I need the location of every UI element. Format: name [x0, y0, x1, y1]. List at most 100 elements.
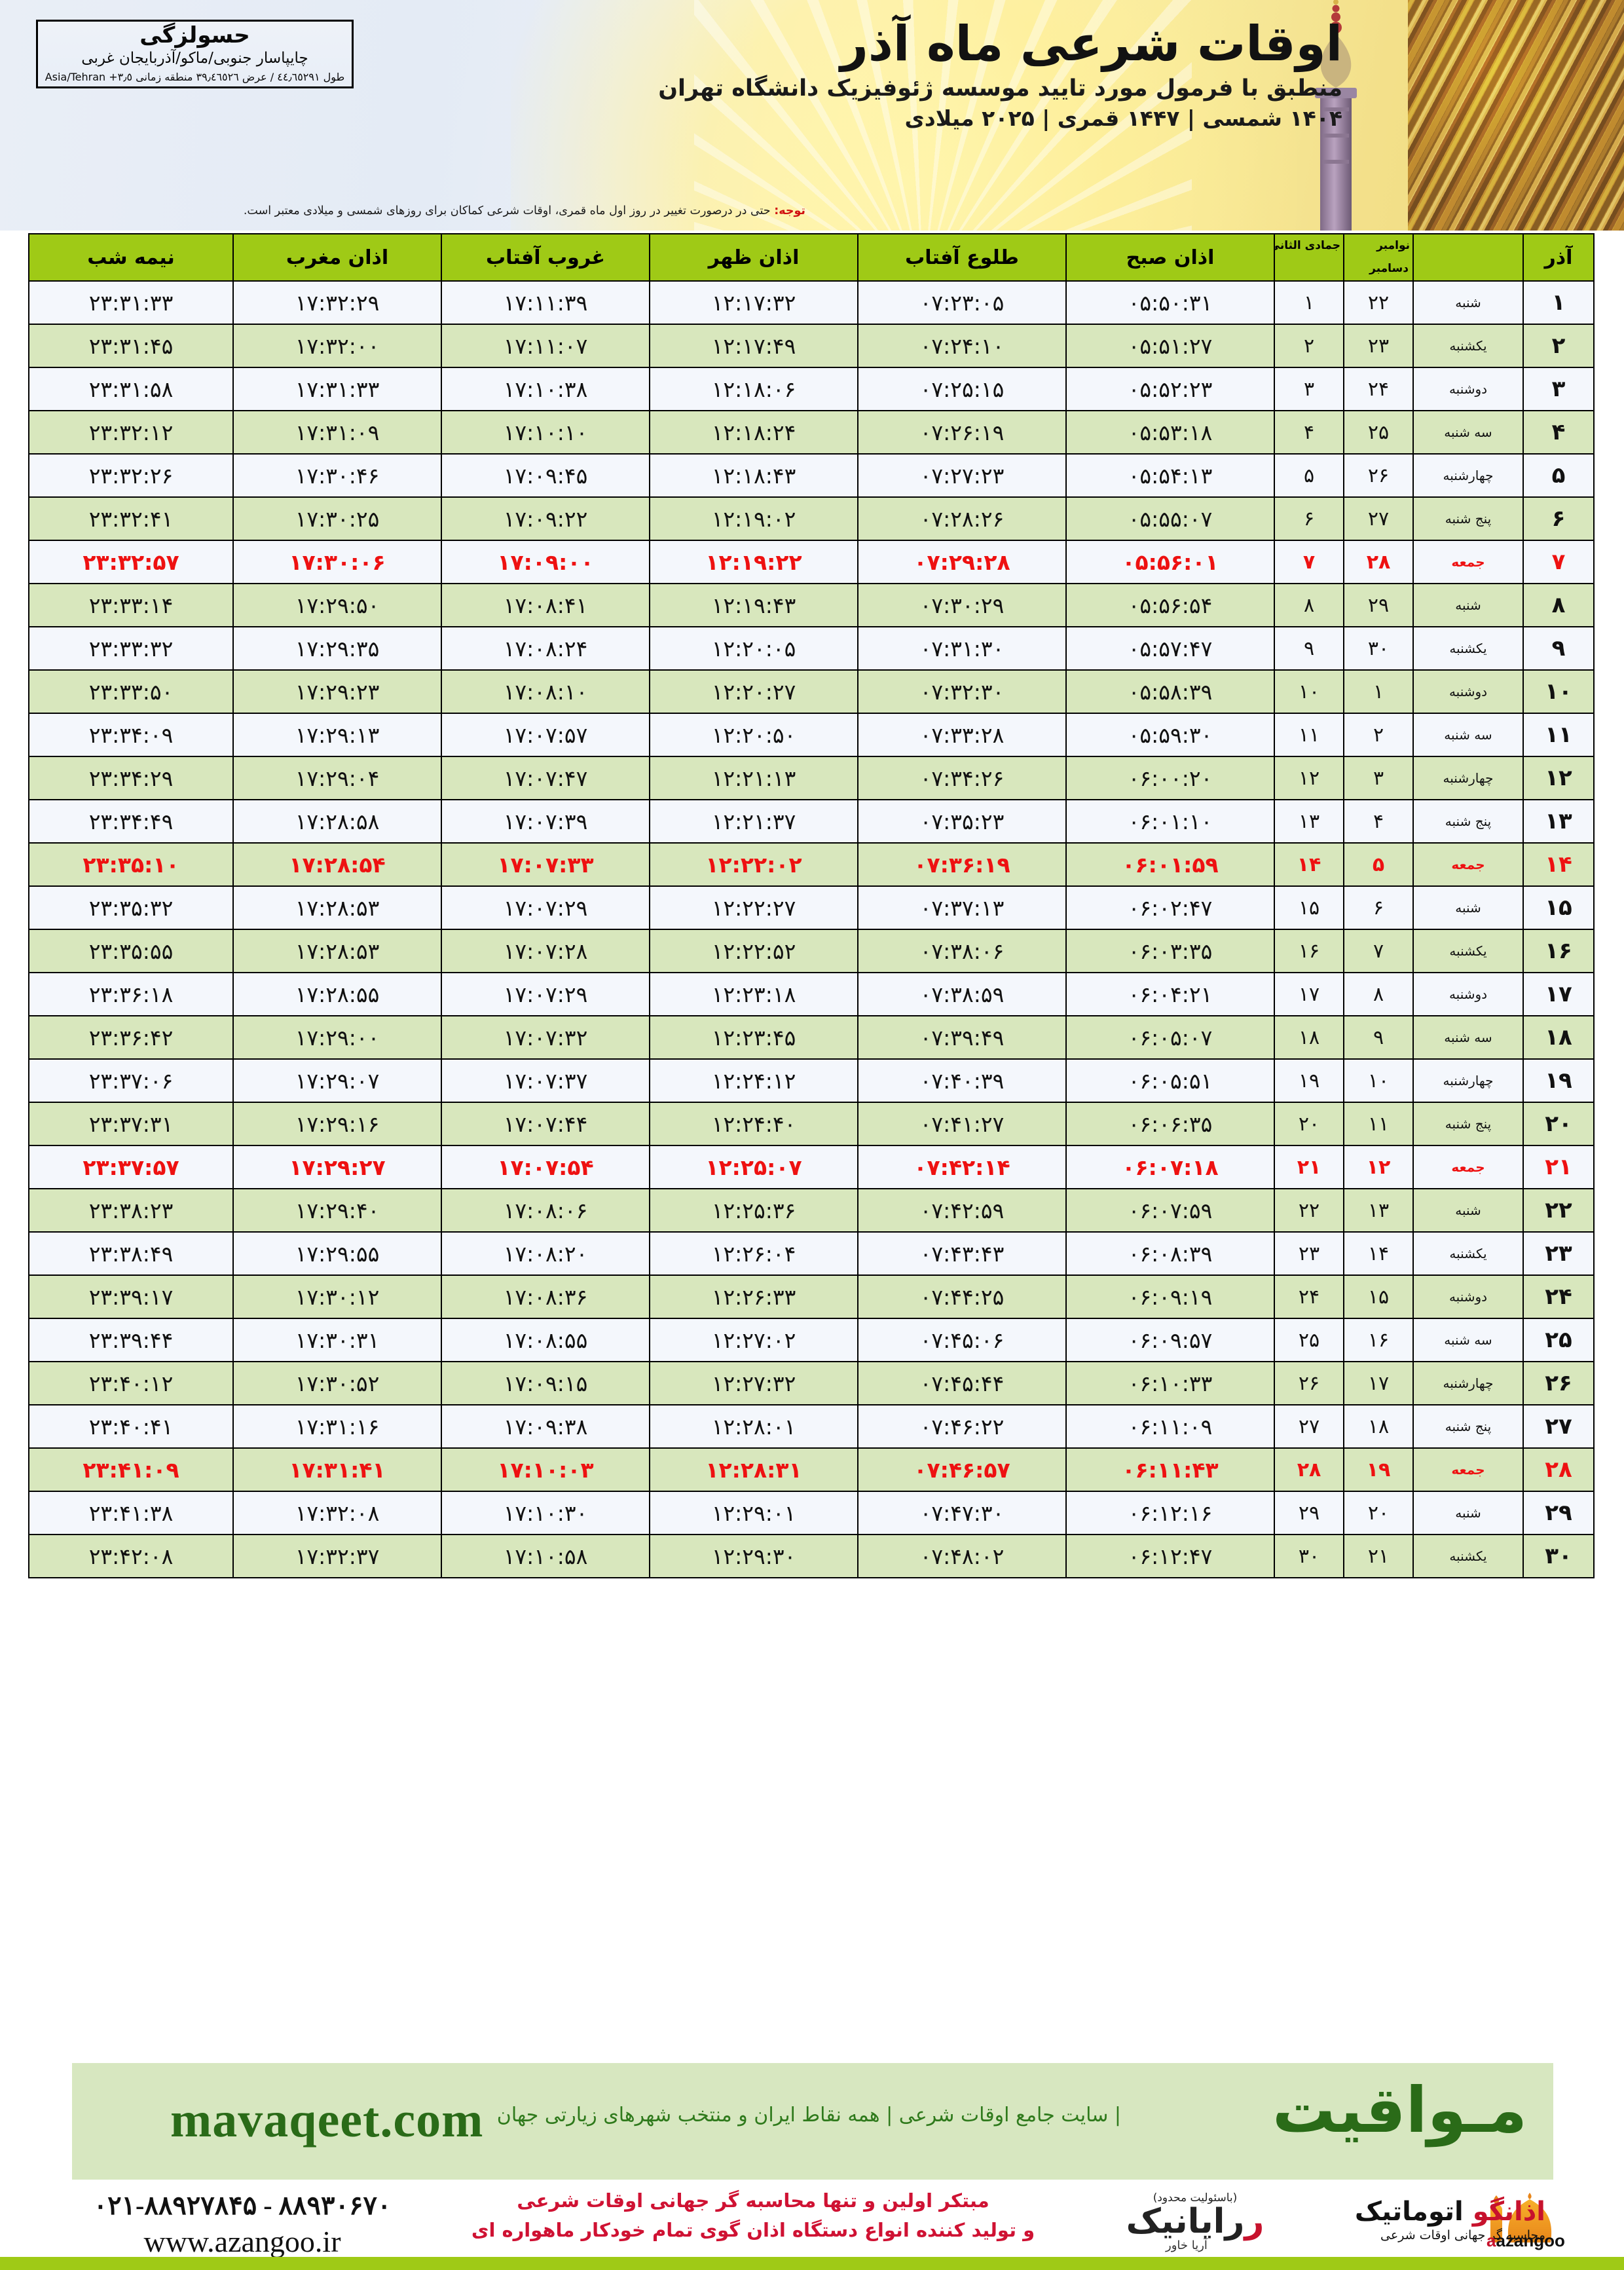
cell-weekday: سه شنبه — [1412, 713, 1524, 757]
cell-sunset: ۱۷:۰۷:۳۷ — [441, 1058, 650, 1103]
footer-website[interactable]: www.azangoo.ir — [143, 2225, 341, 2258]
cell-weekday: جمعه — [1412, 1447, 1524, 1492]
footer-slogan: مبتکر اولین و تنها محاسبه گر جهانی اوقات… — [458, 2186, 1048, 2245]
cell-noon: ۱۲:۲۵:۳۶ — [649, 1188, 858, 1233]
azangoo-logo: اذانگو اتوماتیک محاسبه گر جهانی اوقات شر… — [1323, 2189, 1585, 2254]
cell-noon: ۱۲:۲۲:۰۲ — [649, 842, 858, 887]
cell-noon: ۱۲:۲۹:۰۱ — [649, 1491, 858, 1535]
cell-azar-day: ۲۶ — [1522, 1361, 1595, 1405]
col-header-noon: اذان ظهر — [649, 233, 858, 282]
cell-maghrib: ۱۷:۳۰:۰۶ — [232, 540, 442, 584]
cell-noon: ۱۲:۲۴:۱۲ — [649, 1058, 858, 1103]
cell-fajr: ۰۶:۰۰:۲۰ — [1065, 756, 1275, 800]
cell-maghrib: ۱۷:۳۱:۱۶ — [232, 1404, 442, 1449]
minaret-icon — [1315, 0, 1357, 231]
cell-sunset: ۱۷:۰۷:۲۹ — [441, 972, 650, 1016]
cell-hijri-day: ۴ — [1274, 410, 1344, 455]
cell-gregorian-day: ۱۱ — [1343, 1102, 1414, 1146]
cell-hijri-day: ۱۲ — [1274, 756, 1344, 800]
cell-hijri-day: ۷ — [1274, 540, 1344, 584]
cell-sunset: ۱۷:۱۰:۰۳ — [441, 1447, 650, 1492]
cell-azar-day: ۱۳ — [1522, 799, 1595, 844]
cell-maghrib: ۱۷:۲۹:۱۶ — [232, 1102, 442, 1146]
cell-noon: ۱۲:۱۷:۳۲ — [649, 280, 858, 325]
cell-sunrise: ۰۷:۴۴:۲۵ — [857, 1275, 1067, 1319]
cell-sunset: ۱۷:۰۷:۵۷ — [441, 713, 650, 757]
cell-sunset: ۱۷:۱۰:۳۸ — [441, 367, 650, 411]
cell-gregorian-day: ۱۳ — [1343, 1188, 1414, 1233]
cell-maghrib: ۱۷:۳۲:۰۸ — [232, 1491, 442, 1535]
cell-azar-day: ۱۸ — [1522, 1015, 1595, 1060]
cell-noon: ۱۲:۲۶:۰۴ — [649, 1231, 858, 1276]
cell-azar-day: ۲۱ — [1522, 1145, 1595, 1189]
cell-sunrise: ۰۷:۳۶:۱۹ — [857, 842, 1067, 887]
cell-azar-day: ۲ — [1522, 324, 1595, 368]
cell-maghrib: ۱۷:۲۹:۲۷ — [232, 1145, 442, 1189]
cell-midnight: ۲۳:۴۱:۰۹ — [28, 1447, 234, 1492]
cell-hijri-day: ۲ — [1274, 324, 1344, 368]
cell-azar-day: ۷ — [1522, 540, 1595, 584]
cell-gregorian-day: ۳ — [1343, 756, 1414, 800]
cell-azar-day: ۴ — [1522, 410, 1595, 455]
cell-gregorian-day: ۹ — [1343, 1015, 1414, 1060]
cell-fajr: ۰۶:۰۶:۳۵ — [1065, 1102, 1275, 1146]
cell-maghrib: ۱۷:۲۹:۲۳ — [232, 669, 442, 714]
cell-sunrise: ۰۷:۳۱:۳۰ — [857, 626, 1067, 671]
cell-azar-day: ۵ — [1522, 453, 1595, 498]
brand-domain[interactable]: mavaqeet.com — [170, 2093, 484, 2148]
cell-weekday: شنبه — [1412, 1188, 1524, 1233]
cell-midnight: ۲۳:۳۳:۱۴ — [28, 583, 234, 627]
cell-hijri-day: ۱۹ — [1274, 1058, 1344, 1103]
cell-noon: ۱۲:۲۳:۴۵ — [649, 1015, 858, 1060]
col-header-midnight: نیمه شب — [28, 233, 234, 282]
cell-fajr: ۰۶:۰۹:۱۹ — [1065, 1275, 1275, 1319]
cell-weekday: شنبه — [1412, 1491, 1524, 1535]
cell-weekday: دوشنبه — [1412, 1275, 1524, 1319]
rayanic-logo: (باسئولیت محدود) ررایانیک آریا خاور — [1087, 2191, 1303, 2252]
table-row: ۱۰ دوشنبه ۱ ۱۰ ۰۵:۵۸:۳۹ ۰۷:۳۲:۳۰ ۱۲:۲۰:۲۷ ۱۷:۰۸… — [28, 669, 1595, 714]
cell-fajr: ۰۶:۰۸:۳۹ — [1065, 1231, 1275, 1276]
cell-noon: ۱۲:۱۸:۰۶ — [649, 367, 858, 411]
cell-azar-day: ۱۴ — [1522, 842, 1595, 887]
cell-azar-day: ۲۸ — [1522, 1447, 1595, 1492]
cell-azar-day: ۲۴ — [1522, 1275, 1595, 1319]
cell-gregorian-day: ۲۵ — [1343, 410, 1414, 455]
cell-gregorian-day: ۲۰ — [1343, 1491, 1414, 1535]
cell-sunset: ۱۷:۰۷:۳۳ — [441, 842, 650, 887]
table-row: ۱۸ سه شنبه ۹ ۱۸ ۰۶:۰۵:۰۷ ۰۷:۳۹:۴۹ ۱۲:۲۳:۴۵ ۱۷:۰… — [28, 1015, 1595, 1060]
table-row: ۲۱ جمعه ۱۲ ۲۱ ۰۶:۰۷:۱۸ ۰۷:۴۲:۱۴ ۱۲:۲۵:۰۷ ۱۷:۰۷:… — [28, 1145, 1595, 1189]
table-row: ۲۰ پنج شنبه ۱۱ ۲۰ ۰۶:۰۶:۳۵ ۰۷:۴۱:۲۷ ۱۲:۲۴:۴۰ ۱۷… — [28, 1102, 1595, 1146]
cell-maghrib: ۱۷:۳۲:۳۷ — [232, 1534, 442, 1578]
cell-maghrib: ۱۷:۳۲:۲۹ — [232, 280, 442, 325]
cell-sunset: ۱۷:۰۷:۵۴ — [441, 1145, 650, 1189]
cell-noon: ۱۲:۲۰:۵۰ — [649, 713, 858, 757]
cell-fajr: ۰۶:۰۹:۵۷ — [1065, 1318, 1275, 1362]
cell-weekday: دوشنبه — [1412, 972, 1524, 1016]
cell-weekday: جمعه — [1412, 540, 1524, 584]
col-header-hijri-top: جمادی الثانی — [1268, 239, 1340, 252]
cell-weekday: پنج شنبه — [1412, 496, 1524, 541]
cell-azar-day: ۳۰ — [1522, 1534, 1595, 1578]
cell-sunset: ۱۷:۱۱:۳۹ — [441, 280, 650, 325]
cell-noon: ۱۲:۲۹:۳۰ — [649, 1534, 858, 1578]
cell-gregorian-day: ۱۵ — [1343, 1275, 1414, 1319]
cell-sunset: ۱۷:۰۸:۱۰ — [441, 669, 650, 714]
cell-midnight: ۲۳:۳۷:۵۷ — [28, 1145, 234, 1189]
cell-midnight: ۲۳:۳۱:۴۵ — [28, 324, 234, 368]
rayanic-name-text: رایانیک — [1126, 2202, 1245, 2241]
cell-gregorian-day: ۱۲ — [1343, 1145, 1414, 1189]
footer-slogan-line1: مبتکر اولین و تنها محاسبه گر جهانی اوقات… — [517, 2189, 989, 2212]
cell-sunrise: ۰۷:۲۶:۱۹ — [857, 410, 1067, 455]
cell-midnight: ۲۳:۳۷:۳۱ — [28, 1102, 234, 1146]
cell-maghrib: ۱۷:۳۰:۲۵ — [232, 496, 442, 541]
cell-azar-day: ۲۳ — [1522, 1231, 1595, 1276]
cell-hijri-day: ۵ — [1274, 453, 1344, 498]
table-row: ۳۰ یکشنبه ۲۱ ۳۰ ۰۶:۱۲:۴۷ ۰۷:۴۸:۰۲ ۱۲:۲۹:۳۰ ۱۷:۱… — [28, 1534, 1595, 1578]
cell-weekday: سه شنبه — [1412, 410, 1524, 455]
cell-sunset: ۱۷:۰۷:۲۹ — [441, 885, 650, 930]
cell-azar-day: ۱۲ — [1522, 756, 1595, 800]
table-header: آذر نوامبر دسامبر جمادی الثانی اذان صبح … — [28, 233, 1595, 282]
cell-hijri-day: ۲۵ — [1274, 1318, 1344, 1362]
azangoo-sub: محاسبه گر جهانی اوقات شرعی — [1380, 2228, 1545, 2242]
table-row: ۱۷ دوشنبه ۸ ۱۷ ۰۶:۰۴:۲۱ ۰۷:۳۸:۵۹ ۱۲:۲۳:۱۸ ۱۷:۰۷… — [28, 972, 1595, 1016]
